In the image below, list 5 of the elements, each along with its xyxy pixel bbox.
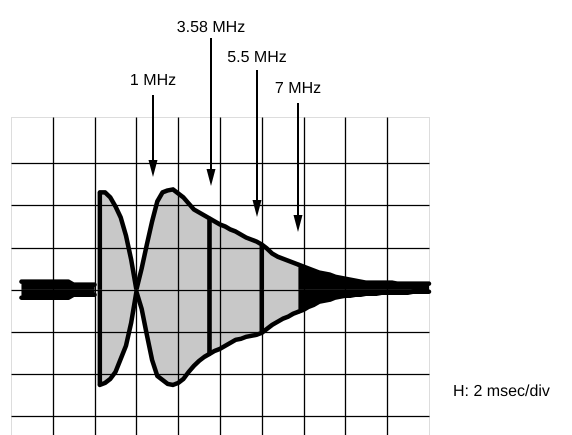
- text: 3.58 MHz: [176, 19, 246, 36]
- text: 1 MHz: [130, 72, 176, 89]
- text: H: 2 msec/div: [453, 383, 550, 400]
- text: 7 MHz: [274, 80, 322, 97]
- text: 5.5 MHz: [227, 49, 287, 66]
